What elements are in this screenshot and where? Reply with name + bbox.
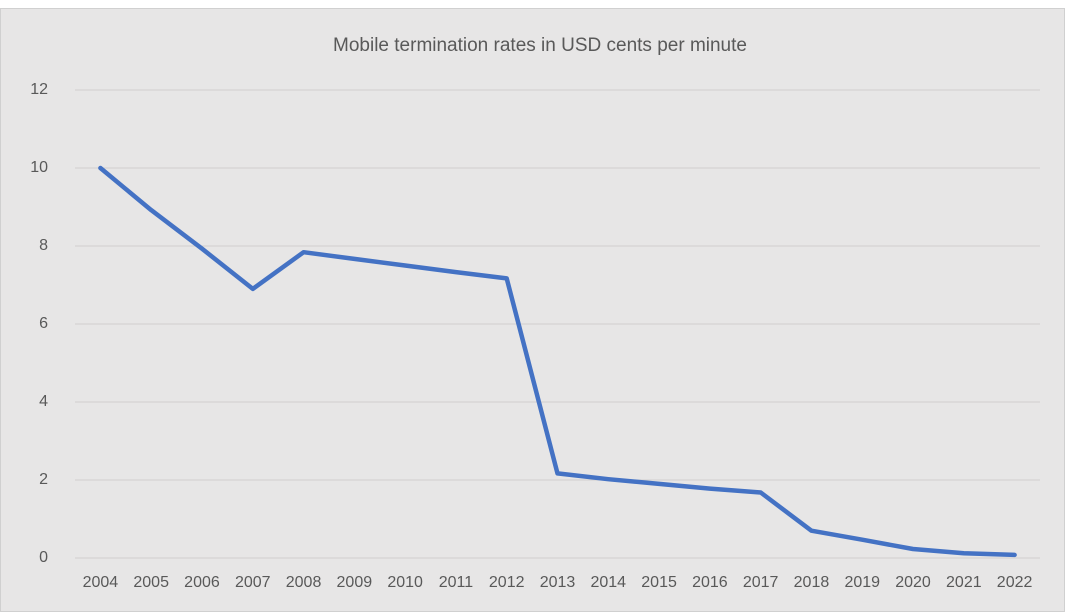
chart-title: Mobile termination rates in USD cents pe…	[333, 35, 747, 56]
x-tick-label: 2018	[794, 574, 830, 591]
x-tick-label: 2016	[692, 574, 728, 591]
x-tick-label: 2020	[895, 574, 931, 591]
y-tick-label: 0	[39, 549, 48, 566]
x-tick-label: 2012	[489, 574, 525, 591]
x-tick-label: 2006	[184, 574, 220, 591]
x-tick-label: 2019	[844, 574, 880, 591]
x-tick-label: 2011	[439, 574, 474, 591]
y-tick-label: 12	[30, 81, 48, 98]
x-tick-label: 2005	[133, 574, 169, 591]
y-tick-label: 10	[30, 159, 48, 176]
y-tick-label: 8	[39, 237, 48, 254]
x-tick-label: 2015	[641, 574, 677, 591]
x-tick-label: 2004	[83, 574, 119, 591]
x-tick-label: 2010	[387, 574, 423, 591]
x-tick-label: 2021	[946, 574, 982, 591]
x-tick-label: 2008	[286, 574, 322, 591]
y-tick-label: 6	[39, 315, 48, 332]
x-tick-label: 2014	[590, 574, 626, 591]
x-tick-label: 2013	[540, 574, 576, 591]
x-tick-label: 2007	[235, 574, 271, 591]
x-tick-label: 2009	[337, 574, 373, 591]
y-tick-label: 4	[39, 393, 48, 410]
chart-background	[0, 8, 1065, 612]
data-line	[98, 165, 1017, 558]
y-tick-label: 2	[39, 471, 48, 488]
x-tick-label: 2022	[997, 574, 1033, 591]
x-tick-label: 2017	[743, 574, 779, 591]
